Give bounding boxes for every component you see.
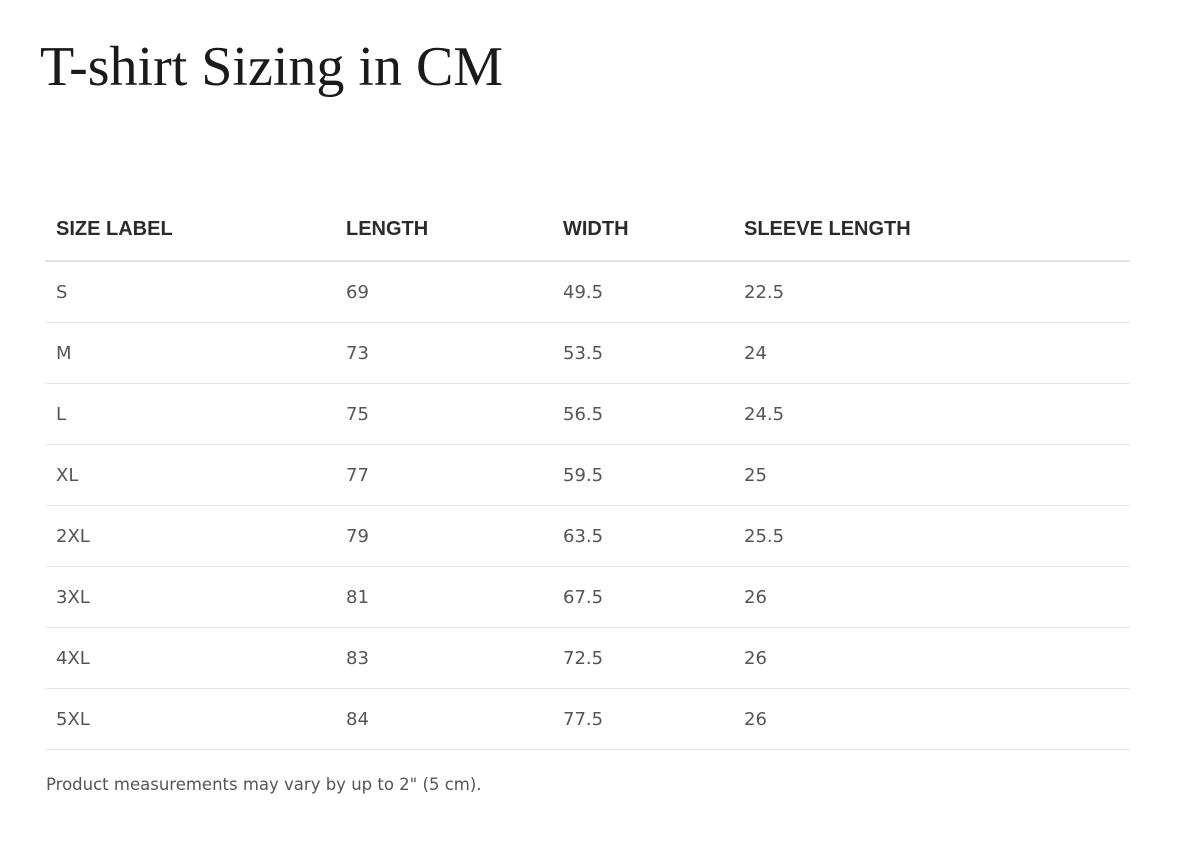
sleeve-length-cell: 26 — [733, 566, 1130, 628]
table-row: 3XL 81 67.5 26 — [45, 566, 1130, 628]
table-row: M 73 53.5 24 — [45, 322, 1130, 384]
table-row: 4XL 83 72.5 26 — [45, 627, 1130, 689]
column-header-width: WIDTH — [552, 199, 733, 262]
width-cell: 77.5 — [552, 688, 733, 750]
length-cell: 79 — [335, 505, 552, 567]
page-title: T-shirt Sizing in CM — [40, 36, 504, 98]
length-cell: 73 — [335, 322, 552, 384]
sleeve-length-cell: 25 — [733, 444, 1130, 506]
length-cell: 83 — [335, 627, 552, 689]
length-cell: 84 — [335, 688, 552, 750]
size-label-cell: 4XL — [45, 627, 335, 689]
width-cell: 67.5 — [552, 566, 733, 628]
length-cell: 75 — [335, 383, 552, 445]
table-row: 5XL 84 77.5 26 — [45, 688, 1130, 750]
size-label-cell: XL — [45, 444, 335, 506]
width-cell: 63.5 — [552, 505, 733, 567]
table-row: L 75 56.5 24.5 — [45, 383, 1130, 445]
size-label-cell: M — [45, 322, 335, 384]
width-cell: 59.5 — [552, 444, 733, 506]
size-table: SIZE LABEL LENGTH WIDTH SLEEVE LENGTH S … — [45, 199, 1130, 750]
size-label-cell: L — [45, 383, 335, 445]
column-header-sleeve-length: SLEEVE LENGTH — [733, 199, 1130, 262]
column-header-length: LENGTH — [335, 199, 552, 262]
sleeve-length-cell: 24.5 — [733, 383, 1130, 445]
sleeve-length-cell: 24 — [733, 322, 1130, 384]
sleeve-length-cell: 26 — [733, 688, 1130, 750]
column-header-size-label: SIZE LABEL — [45, 199, 335, 262]
table-header-row: SIZE LABEL LENGTH WIDTH SLEEVE LENGTH — [45, 199, 1130, 262]
length-cell: 81 — [335, 566, 552, 628]
table-row: XL 77 59.5 25 — [45, 444, 1130, 506]
width-cell: 53.5 — [552, 322, 733, 384]
size-label-cell: 3XL — [45, 566, 335, 628]
length-cell: 69 — [335, 261, 552, 323]
width-cell: 49.5 — [552, 261, 733, 323]
size-label-cell: 2XL — [45, 505, 335, 567]
table-row: 2XL 79 63.5 25.5 — [45, 505, 1130, 567]
size-label-cell: S — [45, 261, 335, 323]
sleeve-length-cell: 26 — [733, 627, 1130, 689]
width-cell: 56.5 — [552, 383, 733, 445]
size-label-cell: 5XL — [45, 688, 335, 750]
table-row: S 69 49.5 22.5 — [45, 261, 1130, 323]
sleeve-length-cell: 22.5 — [733, 261, 1130, 323]
sleeve-length-cell: 25.5 — [733, 505, 1130, 567]
length-cell: 77 — [335, 444, 552, 506]
measurement-footnote: Product measurements may vary by up to 2… — [46, 775, 482, 794]
width-cell: 72.5 — [552, 627, 733, 689]
